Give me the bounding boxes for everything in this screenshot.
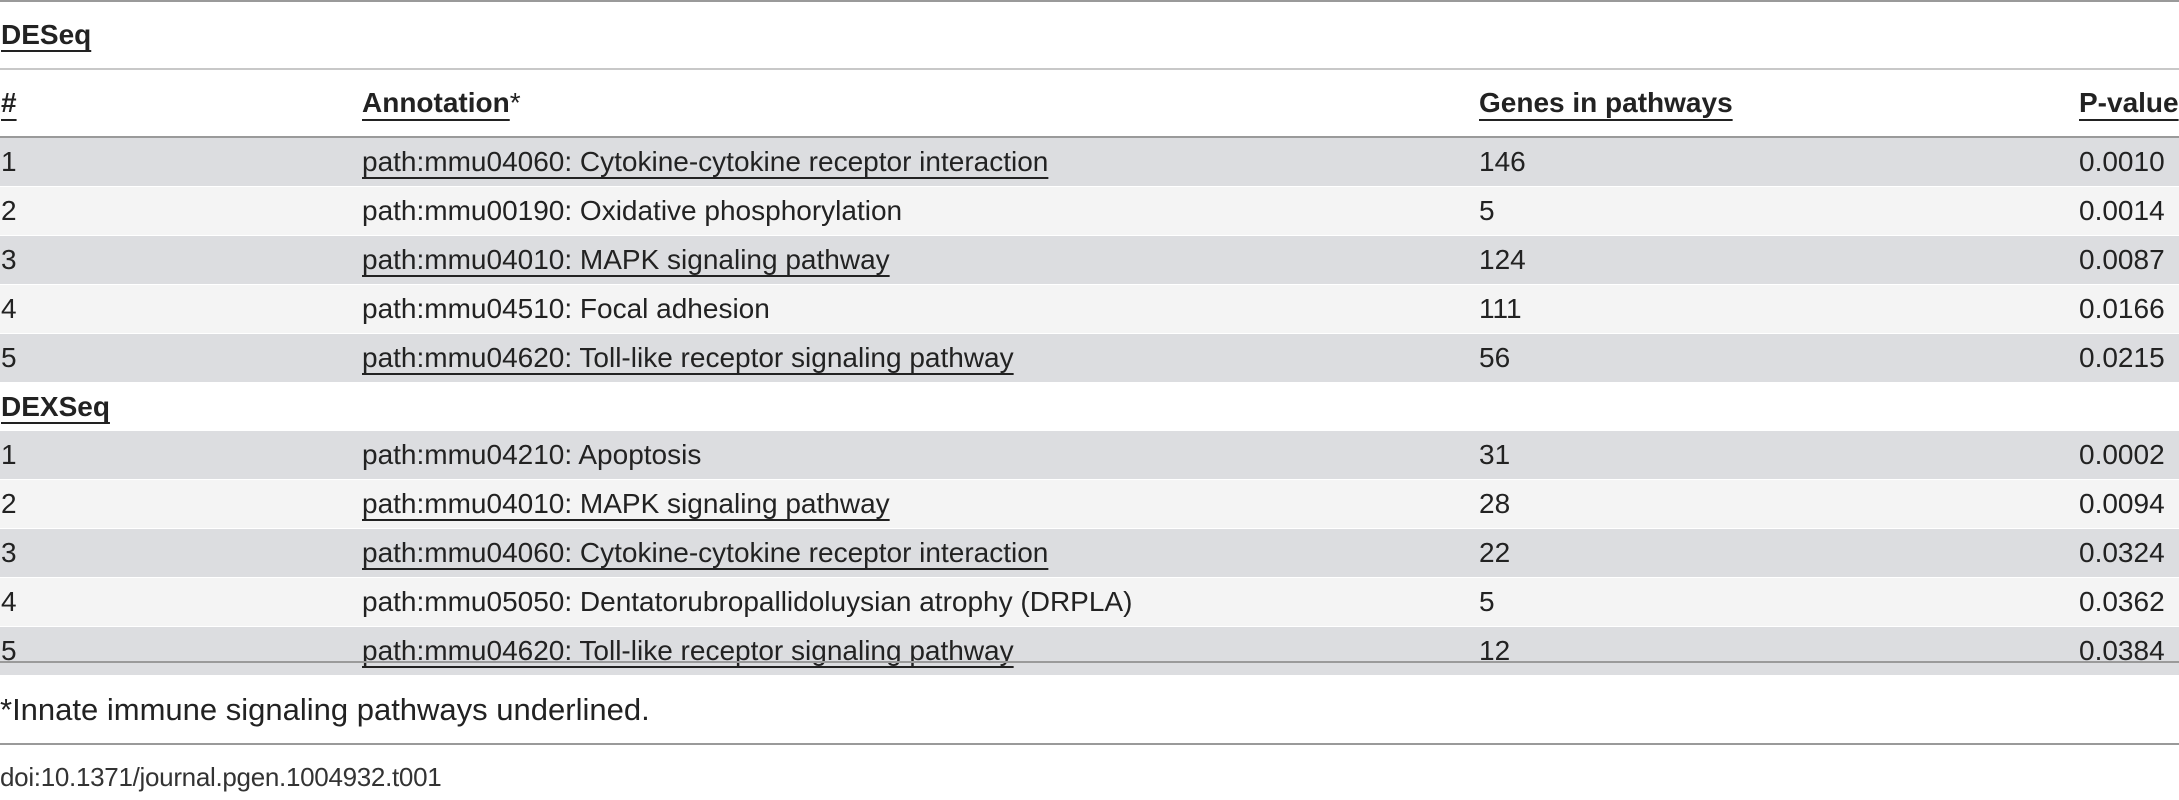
cell-annotation: path:mmu04060: Cytokine-cytokine recepto… xyxy=(362,537,1049,568)
table-bottom-rule xyxy=(0,661,2179,663)
table-row: 3 path:mmu04010: MAPK signaling pathway 12… xyxy=(0,235,2179,285)
cell-genes: 22 xyxy=(1479,537,1511,568)
column-header-genes: Genes in pathways xyxy=(1479,87,1733,118)
annotation-footnote-mark: * xyxy=(509,87,521,118)
table-row: 4 path:mmu04510: Focal adhesion 111 0.0166 xyxy=(0,284,2179,334)
cell-genes: 124 xyxy=(1479,244,1526,275)
cell-pvalue: 0.0166 xyxy=(2079,293,2165,324)
cell-annotation: path:mmu04620: Toll-like receptor signal… xyxy=(362,635,1014,666)
cell-pvalue: 0.0014 xyxy=(2079,195,2165,226)
table-row: 2 path:mmu00190: Oxidative phosphorylatio… xyxy=(0,186,2179,236)
section-title: DEXSeq xyxy=(1,391,110,422)
table-row: 1 path:mmu04210: Apoptosis 31 0.0002 xyxy=(0,431,2179,480)
cell-num: 3 xyxy=(1,244,17,275)
top-rule xyxy=(0,0,2179,2)
cell-num: 5 xyxy=(1,635,17,666)
cell-pvalue: 0.0324 xyxy=(2079,537,2165,568)
table-row: 4 path:mmu05050: Dentatorubropallidoluysi… xyxy=(0,577,2179,627)
table-row: 3 path:mmu04060: Cytokine-cytokine recept… xyxy=(0,528,2179,578)
cell-num: 1 xyxy=(1,146,17,177)
cell-num: 5 xyxy=(1,342,17,373)
cell-annotation: path:mmu04060: Cytokine-cytokine recepto… xyxy=(362,146,1049,177)
cell-genes: 28 xyxy=(1479,488,1511,519)
section-title: DESeq xyxy=(1,19,92,50)
column-header-num: # xyxy=(1,87,17,118)
cell-num: 2 xyxy=(1,195,17,226)
cell-annotation: path:mmu04510: Focal adhesion xyxy=(362,293,770,324)
cell-pvalue: 0.0215 xyxy=(2079,342,2165,373)
doi-label: doi:10.1371/journal.pgen.1004932.t001 xyxy=(0,762,442,792)
table-row: 5 path:mmu04620: Toll-like receptor signa… xyxy=(0,626,2179,676)
cell-pvalue: 0.0087 xyxy=(2079,244,2165,275)
cell-annotation: path:mmu04010: MAPK signaling pathway xyxy=(362,244,890,275)
column-header-pvalue: P-value xyxy=(2079,87,2179,118)
cell-pvalue: 0.0094 xyxy=(2079,488,2165,519)
pathway-table: DESeq # Annotation* Genes in pathways P-… xyxy=(0,2,2179,676)
cell-annotation: path:mmu04010: MAPK signaling pathway xyxy=(362,488,890,519)
cell-genes: 56 xyxy=(1479,342,1511,373)
cell-annotation: path:mmu04210: Apoptosis xyxy=(362,439,702,470)
table-footnote: *Innate immune signaling pathways underl… xyxy=(0,692,650,727)
cell-genes: 111 xyxy=(1479,293,1522,324)
table-row: 1 path:mmu04060: Cytokine-cytokine recept… xyxy=(0,137,2179,187)
cell-genes: 146 xyxy=(1479,146,1526,177)
cell-num: 4 xyxy=(1,586,17,617)
cell-genes: 5 xyxy=(1479,586,1495,617)
section-header-deseq: DESeq xyxy=(0,2,2179,70)
cell-genes: 31 xyxy=(1479,439,1511,470)
cell-pvalue: 0.0010 xyxy=(2079,146,2165,177)
cell-genes: 12 xyxy=(1479,635,1511,666)
cell-annotation: path:mmu04620: Toll-like receptor signal… xyxy=(362,342,1014,373)
cell-annotation: path:mmu05050: Dentatorubropallidoluysia… xyxy=(362,586,1133,617)
footer-rule xyxy=(0,743,2179,745)
section-header-dexseq: DEXSeq xyxy=(0,382,2179,431)
cell-pvalue: 0.0362 xyxy=(2079,586,2165,617)
table-row: 5 path:mmu04620: Toll-like receptor signa… xyxy=(0,333,2179,383)
column-header-row: # Annotation* Genes in pathways P-value xyxy=(0,69,2179,138)
cell-num: 4 xyxy=(1,293,17,324)
table-row: 2 path:mmu04010: MAPK signaling pathway 28… xyxy=(0,479,2179,529)
column-header-annotation: Annotation xyxy=(362,87,510,118)
cell-pvalue: 0.0384 xyxy=(2079,635,2165,666)
cell-num: 3 xyxy=(1,537,17,568)
cell-genes: 5 xyxy=(1479,195,1495,226)
cell-pvalue: 0.0002 xyxy=(2079,439,2165,470)
cell-annotation: path:mmu00190: Oxidative phosphorylation xyxy=(362,195,903,226)
cell-num: 2 xyxy=(1,488,17,519)
cell-num: 1 xyxy=(1,439,17,470)
